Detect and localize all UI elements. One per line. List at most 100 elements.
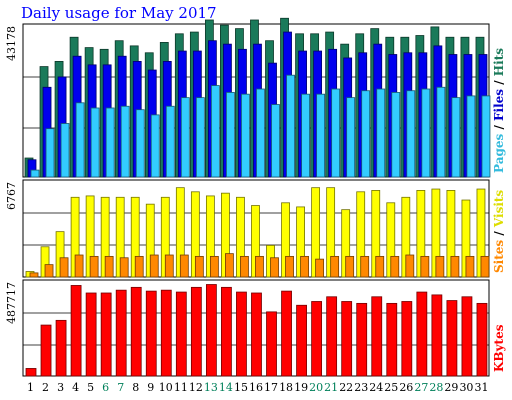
- bar-pages-day-12: [195, 97, 205, 178]
- bar-pages-day-19: [301, 93, 310, 178]
- bar-kbytes-day-30: [461, 296, 473, 377]
- x-tick-label-day-24: 24: [369, 381, 383, 394]
- bar-kbytes-day-29: [446, 300, 458, 377]
- bar-sites-day-23: [360, 255, 370, 278]
- bar-sites-day-29: [450, 255, 460, 278]
- panel-max-label: 43178: [5, 26, 18, 61]
- bar-pages-day-29: [451, 97, 461, 178]
- bar-pages-day-2: [45, 128, 55, 178]
- bar-sites-day-27: [420, 255, 430, 278]
- bar-pages-day-20: [316, 93, 326, 178]
- bar-kbytes-day-15: [236, 291, 247, 377]
- panel-legend-label: KBytes: [492, 324, 506, 372]
- bar-kbytes-day-20: [311, 301, 323, 377]
- x-tick-label-day-7: 7: [117, 381, 124, 394]
- bar-kbytes-day-13: [205, 284, 217, 377]
- bar-kbytes-day-27: [416, 291, 428, 377]
- x-tick-label-day-2: 2: [42, 381, 49, 394]
- bar-kbytes-day-2: [40, 324, 52, 377]
- bar-pages-day-22: [346, 97, 356, 178]
- x-tick-label-day-15: 15: [234, 381, 248, 394]
- panel-hits-files-pages: 43178 Pages / Files / Hits: [5, 17, 506, 178]
- bar-sites-day-17: [270, 257, 279, 278]
- bar-sites-day-13: [209, 255, 219, 278]
- x-tick-label-day-3: 3: [57, 381, 64, 394]
- bar-sites-day-16: [255, 255, 264, 278]
- x-tick-label-day-28: 28: [429, 381, 443, 394]
- bar-kbytes-day-5: [85, 292, 97, 377]
- x-tick-label-day-16: 16: [249, 381, 263, 394]
- x-axis-day-labels: 1 2 3 4 5 6 7 8 9 10 11 12 13 14 15 16 17 18 19 20 21 22 23 24 2…: [27, 381, 488, 394]
- bar-sites-day-8: [134, 255, 144, 278]
- bar-sites-day-25: [390, 255, 400, 278]
- bar-kbytes-day-17: [266, 311, 277, 377]
- bar-kbytes-day-26: [401, 301, 413, 377]
- bar-kbytes-day-19: [296, 304, 307, 377]
- bar-pages-day-27: [421, 88, 431, 178]
- bar-pages-day-3: [60, 123, 70, 178]
- bar-sites-day-28: [435, 255, 445, 278]
- bar-pages-day-14: [226, 92, 235, 178]
- bar-sites-day-9: [149, 254, 159, 278]
- bar-kbytes-day-7: [115, 289, 127, 377]
- series-pages: [30, 74, 491, 178]
- bar-kbytes-day-23: [356, 302, 368, 377]
- bar-sites-day-12: [194, 255, 204, 278]
- x-tick-label-day-27: 27: [414, 381, 428, 394]
- bar-kbytes-day-3: [55, 319, 67, 377]
- bar-kbytes-day-16: [251, 292, 262, 377]
- x-tick-label-day-12: 12: [189, 381, 203, 394]
- bar-sites-day-18: [285, 255, 294, 278]
- bar-sites-day-30: [465, 255, 475, 278]
- x-tick-label-day-26: 26: [399, 381, 413, 394]
- x-tick-label-day-6: 6: [102, 381, 109, 394]
- x-tick-label-day-13: 13: [204, 381, 218, 394]
- bar-pages-day-15: [241, 93, 250, 178]
- x-tick-label-day-29: 29: [444, 381, 458, 394]
- x-tick-label-day-9: 9: [147, 381, 154, 394]
- x-tick-label-day-1: 1: [27, 381, 34, 394]
- bar-pages-day-30: [466, 95, 476, 178]
- bar-sites-day-3: [59, 257, 69, 278]
- bar-kbytes-day-4: [70, 285, 82, 377]
- bar-sites-day-26: [405, 254, 415, 278]
- bar-kbytes-day-11: [175, 291, 187, 377]
- bar-sites-day-21: [330, 255, 340, 278]
- panel-legend-label: Sites / Visits: [492, 190, 506, 273]
- series-kbytes: [25, 284, 488, 377]
- bar-pages-day-9: [150, 114, 160, 178]
- series-visits: [25, 187, 486, 278]
- bar-kbytes-day-10: [160, 289, 172, 377]
- bar-pages-day-23: [361, 90, 371, 178]
- bar-pages-day-24: [376, 88, 386, 178]
- bar-pages-day-16: [256, 88, 265, 178]
- bar-kbytes-day-14: [221, 286, 232, 377]
- bar-sites-day-15: [240, 255, 249, 278]
- bar-sites-day-22: [345, 255, 355, 278]
- x-tick-label-day-20: 20: [309, 381, 323, 394]
- bar-kbytes-day-9: [145, 290, 157, 377]
- x-tick-label-day-18: 18: [279, 381, 293, 394]
- x-tick-label-day-25: 25: [384, 381, 398, 394]
- bar-sites-day-6: [104, 255, 114, 278]
- bar-pages-day-26: [406, 90, 416, 178]
- bar-kbytes-day-1: [25, 368, 37, 377]
- bar-pages-day-7: [120, 105, 130, 178]
- bar-sites-day-11: [179, 254, 189, 278]
- bar-pages-day-4: [75, 102, 85, 178]
- chart-title: Daily usage for May 2017: [21, 4, 217, 22]
- x-tick-label-day-30: 30: [459, 381, 473, 394]
- bar-pages-day-5: [90, 107, 100, 178]
- x-tick-label-day-14: 14: [219, 381, 233, 394]
- panel-kbytes: 487717 KBytes: [5, 279, 506, 377]
- x-tick-label-day-10: 10: [159, 381, 173, 394]
- bar-kbytes-day-12: [190, 286, 202, 377]
- x-tick-label-day-5: 5: [87, 381, 94, 394]
- bar-sites-day-31: [480, 255, 490, 278]
- panel-max-label: 487717: [5, 282, 18, 324]
- series-sites: [29, 253, 490, 278]
- x-tick-label-day-8: 8: [132, 381, 139, 394]
- bar-pages-day-18: [286, 74, 295, 178]
- panel-max-label: 6767: [5, 182, 18, 210]
